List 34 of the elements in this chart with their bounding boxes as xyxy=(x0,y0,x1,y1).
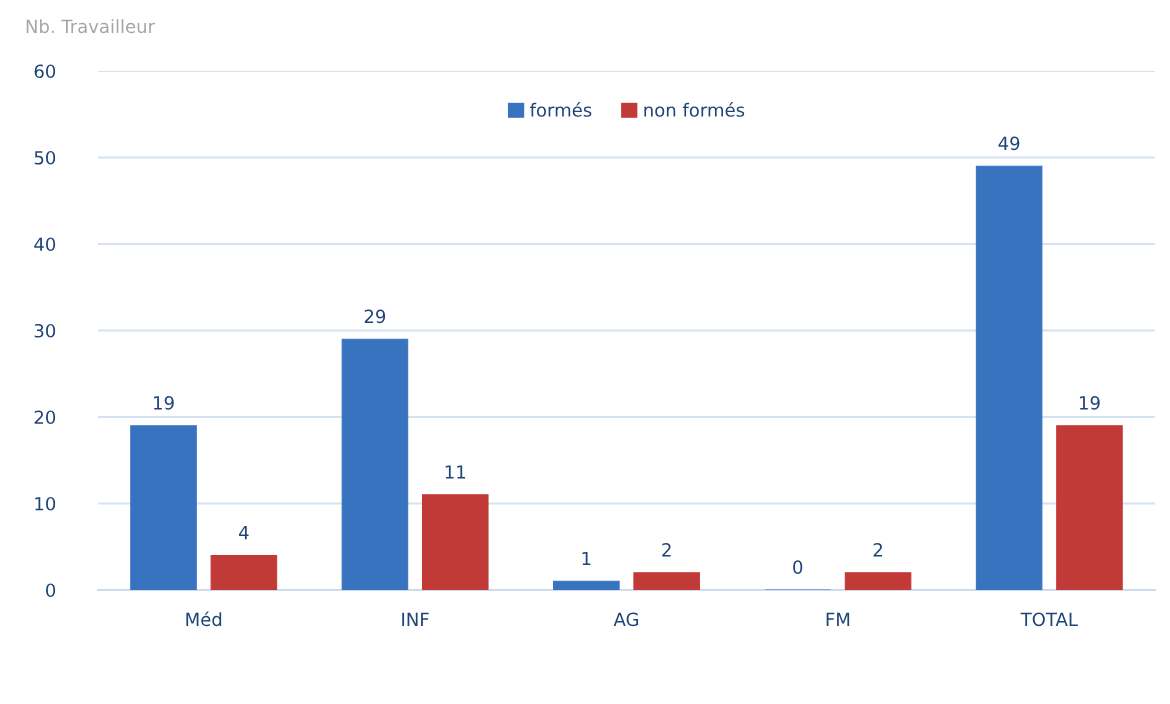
data-label: 0 xyxy=(793,560,803,574)
y-axis-title: Nb. Travailleur xyxy=(26,19,155,34)
y-tick-label: 40 xyxy=(34,237,56,252)
bar xyxy=(844,572,912,590)
data-label: 49 xyxy=(998,136,1020,151)
y-tick-label: 60 xyxy=(34,64,56,79)
bar xyxy=(210,554,278,590)
x-tick-label: INF xyxy=(402,612,429,626)
legend-label: non formés xyxy=(644,102,745,117)
data-label: 2 xyxy=(662,543,671,557)
legend-label: formés xyxy=(530,102,592,117)
bar xyxy=(975,165,1043,590)
data-label: 19 xyxy=(154,395,174,410)
data-label: 11 xyxy=(445,465,466,479)
y-tick-label: 0 xyxy=(46,583,56,598)
bar xyxy=(633,572,700,590)
y-tick-label: 30 xyxy=(34,323,56,338)
data-label: 4 xyxy=(239,525,249,540)
bar xyxy=(1056,425,1123,590)
bar xyxy=(421,494,489,590)
data-label: 2 xyxy=(873,543,882,557)
y-tick-label: 20 xyxy=(34,410,56,425)
bar xyxy=(341,338,409,590)
data-label: 19 xyxy=(1079,395,1100,410)
data-label: 29 xyxy=(364,309,386,324)
x-tick-label: Méd xyxy=(186,611,222,627)
bar xyxy=(553,580,620,590)
y-tick-label: 10 xyxy=(35,496,56,511)
data-label: 1 xyxy=(582,551,591,566)
x-tick-label: FM xyxy=(826,612,850,626)
y-tick-label: 50 xyxy=(34,150,56,165)
x-tick-label: AG xyxy=(613,612,639,627)
x-tick-label: TOTAL xyxy=(1020,612,1078,627)
bar xyxy=(130,425,197,590)
